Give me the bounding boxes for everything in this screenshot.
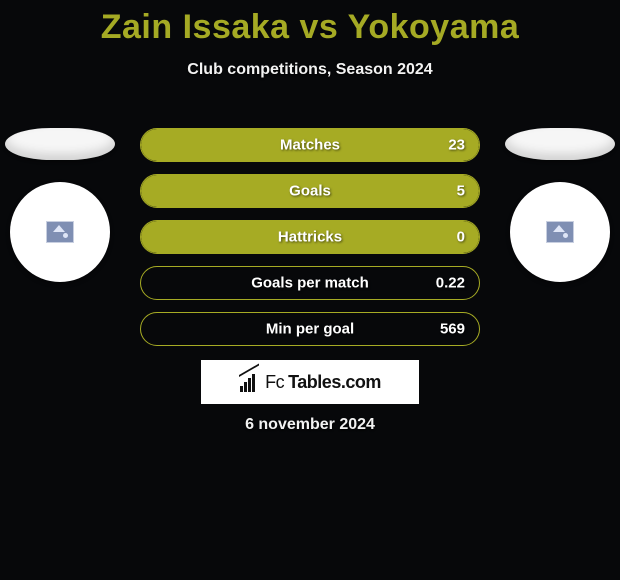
brand-suffix: Tables.com: [288, 372, 381, 393]
placeholder-image-icon: [546, 221, 574, 243]
placeholder-image-icon: [46, 221, 74, 243]
stat-row: Min per goal 569: [140, 312, 480, 346]
stat-row: Hattricks 0: [140, 220, 480, 254]
stat-value: 5: [457, 183, 465, 200]
avatar: [10, 182, 110, 282]
stat-row: Goals per match 0.22: [140, 266, 480, 300]
stat-row: Matches 23: [140, 128, 480, 162]
stat-label: Goals: [289, 183, 331, 200]
stats-list: Matches 23 Goals 5 Hattricks 0 Goals per…: [140, 128, 480, 346]
player-left-column: [0, 128, 120, 282]
flag-icon: [505, 128, 615, 160]
stat-label: Matches: [280, 137, 340, 154]
stat-value: 23: [448, 137, 465, 154]
stat-label: Hattricks: [278, 229, 342, 246]
player-right-column: [500, 128, 620, 282]
avatar: [510, 182, 610, 282]
stat-value: 0.22: [436, 275, 465, 292]
subtitle: Club competitions, Season 2024: [0, 61, 620, 79]
bar-chart-icon: [239, 372, 261, 392]
stat-label: Goals per match: [251, 275, 369, 292]
brand-prefix: Fc: [265, 372, 284, 393]
stat-row: Goals 5: [140, 174, 480, 208]
page-title: Zain Issaka vs Yokoyama: [0, 8, 620, 47]
stat-value: 569: [440, 321, 465, 338]
brand-badge[interactable]: FcTables.com: [201, 360, 419, 404]
date-label: 6 november 2024: [0, 416, 620, 434]
flag-icon: [5, 128, 115, 160]
stat-label: Min per goal: [266, 321, 354, 338]
stat-value: 0: [457, 229, 465, 246]
comparison-card: Zain Issaka vs Yokoyama Club competition…: [0, 8, 620, 580]
